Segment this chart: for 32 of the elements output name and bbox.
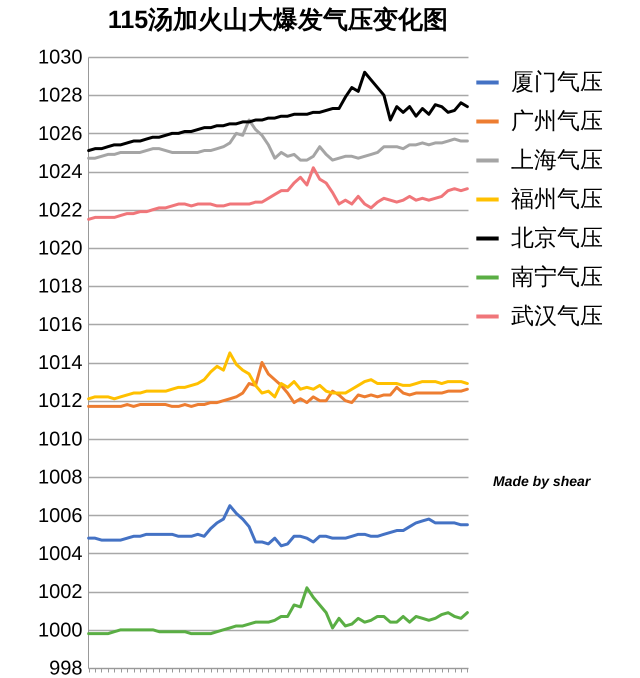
y-tick-label: 1022 (38, 199, 82, 222)
legend-label: 上海气压 (511, 146, 603, 172)
line-series (87, 504, 469, 548)
y-tick-label: 1020 (38, 237, 82, 260)
y-tick-label: 1010 (38, 428, 82, 450)
y-tick-label: 1018 (38, 276, 82, 298)
line-series (87, 166, 469, 221)
y-tick-label: 1026 (38, 122, 82, 145)
y-tick-label: 1000 (38, 619, 82, 642)
y-tick-label: 1004 (38, 542, 82, 565)
legend-label: 武汉气压 (511, 302, 603, 328)
y-tick-label: 1002 (38, 581, 82, 604)
legend-label: 南宁气压 (511, 264, 603, 290)
y-tick-label: 998 (49, 658, 82, 678)
y-tick-label: 1030 (38, 46, 82, 68)
legend-label: 广州气压 (511, 108, 603, 134)
y-tick-label: 1016 (38, 314, 82, 336)
line-series (87, 70, 469, 152)
y-tick-label: 1006 (38, 504, 82, 527)
line-series (87, 586, 469, 636)
legend-label: 厦门气压 (511, 68, 603, 94)
y-tick-label: 1008 (38, 466, 82, 489)
y-tick-label: 1028 (38, 84, 82, 107)
legend-label: 福州气压 (511, 186, 603, 212)
y-tick-label: 1012 (38, 390, 82, 412)
legend-label: 北京气压 (511, 224, 603, 250)
line-series (87, 361, 469, 408)
chart-title: 115汤加火山大爆发气压变化图 (108, 6, 448, 34)
text: Made by shear (493, 473, 592, 489)
y-tick-label: 1014 (38, 352, 82, 374)
y-tick-label: 1024 (38, 161, 82, 184)
line-series (87, 351, 469, 400)
